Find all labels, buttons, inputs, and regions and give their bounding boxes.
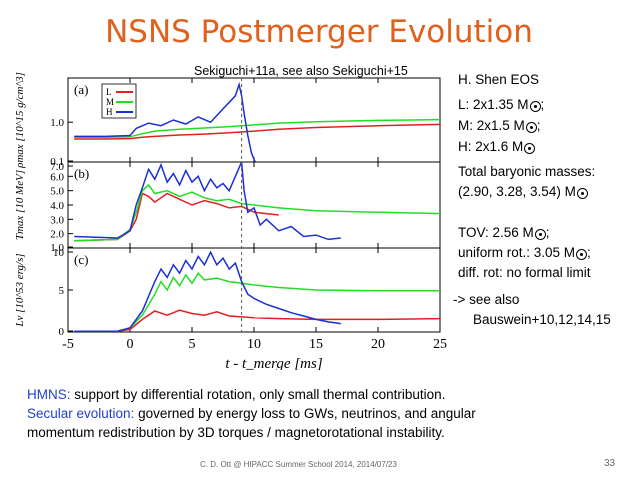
- figure: 1.00.1(a)ρmax [10^15 g/cm^3]1.02.03.04.0…: [14, 72, 447, 370]
- x-tick-label: 10: [247, 337, 261, 352]
- y-tick-label: 3.0: [50, 214, 64, 226]
- sun-symbol-icon: [525, 122, 537, 133]
- series-line-L: [74, 309, 440, 332]
- y-tick-label: 1.0: [50, 117, 64, 129]
- panel-label: (b): [74, 166, 89, 181]
- slide-title: NSNS Postmerger Evolution: [105, 14, 533, 50]
- sun-symbol-icon: [534, 229, 546, 240]
- y-tick-label: 7.0: [50, 161, 64, 173]
- footer: C. D. Ott @ HIPACC Summer School 2014, 2…: [200, 460, 397, 469]
- masses-line-1: Total baryonic masses:: [458, 164, 596, 179]
- panel-label: (c): [74, 252, 88, 267]
- series-line-H: [74, 81, 256, 162]
- tov-line: TOV: 2.56 M;: [458, 225, 550, 240]
- y-tick-label: 5.0: [50, 186, 64, 198]
- legend-label: L: [106, 87, 112, 97]
- x-tick-label: 20: [371, 337, 385, 352]
- y-tick-label: 5: [59, 285, 65, 297]
- series-line-L: [74, 192, 279, 242]
- x-axis-label: t - t_merge [ms]: [225, 356, 323, 370]
- series-line-M: [74, 271, 440, 332]
- series-line-H: [74, 162, 341, 241]
- y-tick-label: 2.0: [50, 229, 64, 241]
- x-tick-label: -5: [62, 337, 74, 352]
- see-also-line-1: -> see also: [453, 292, 520, 307]
- uniform-rot-line: uniform rot.: 3.05 M;: [458, 245, 591, 260]
- series-line-L: [74, 123, 440, 140]
- hmns-line: HMNS: support by differential rotation, …: [27, 387, 446, 402]
- legend-label: H: [106, 107, 113, 117]
- model-h: H: 2x1.6 M: [458, 139, 536, 155]
- panel-label: (a): [74, 82, 88, 97]
- series-line-M: [74, 118, 440, 138]
- see-also-line-2: Bauswein+10,12,14,15: [473, 312, 611, 327]
- x-tick-label: 25: [433, 337, 447, 352]
- y-tick-label: 0.1: [50, 156, 64, 168]
- sun-symbol-icon: [576, 249, 588, 260]
- masses-line-2: (2.90, 3.28, 3.54) M: [458, 184, 588, 200]
- model-m: M: 2x1.5 M;: [458, 118, 541, 133]
- y-axis-label: Tmax [10 MeV]: [14, 170, 26, 240]
- legend-label: M: [106, 97, 114, 107]
- series-line-H: [74, 250, 341, 332]
- x-tick-label: 5: [189, 337, 196, 352]
- secular-line: Secular evolution: governed by energy lo…: [27, 406, 476, 421]
- x-tick-label: 0: [127, 337, 134, 352]
- sun-symbol-icon: [524, 143, 536, 154]
- y-tick-label: 4.0: [50, 200, 64, 212]
- series-line-M: [74, 183, 440, 242]
- citation: Sekiguchi+11a, see also Sekiguchi+15: [194, 64, 408, 78]
- x-tick-label: 15: [309, 337, 323, 352]
- diff-rot-line: diff. rot: no formal limit: [458, 265, 591, 280]
- sun-symbol-icon: [529, 101, 541, 112]
- model-l: L: 2x1.35 M;: [458, 97, 545, 112]
- y-tick-label: 1.0: [50, 242, 64, 254]
- page-number: 33: [604, 458, 616, 469]
- secular-line-2: momentum redistribution by 3D torques / …: [27, 425, 445, 440]
- y-tick-label: 10: [53, 247, 65, 259]
- eos-label: H. Shen EOS: [458, 72, 540, 87]
- y-tick-label: 0: [59, 326, 65, 338]
- y-tick-label: 6.0: [50, 171, 64, 183]
- y-axis-label: ρmax [10^15 g/cm^3]: [14, 72, 26, 169]
- sun-symbol-icon: [576, 188, 588, 199]
- y-axis-label: Lν [10^53 erg/s]: [14, 253, 26, 327]
